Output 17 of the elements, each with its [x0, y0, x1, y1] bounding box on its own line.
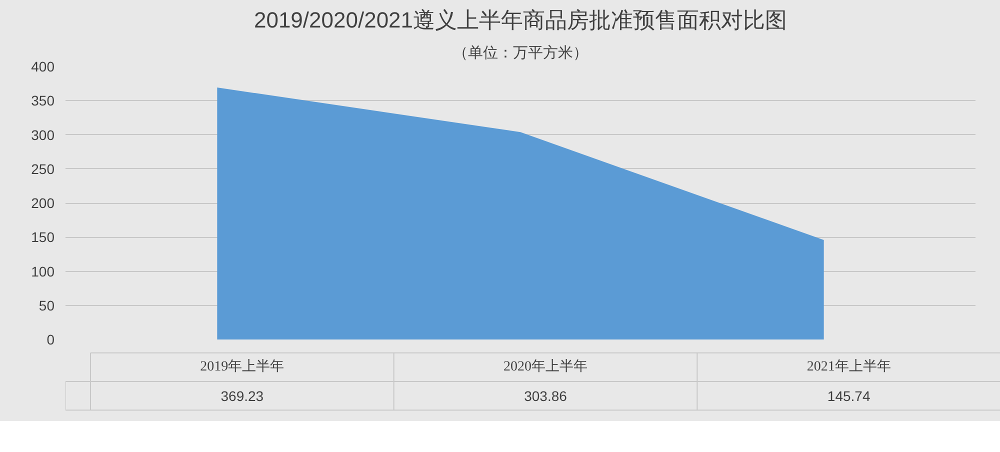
x-tick-label: 2020年上半年 — [504, 358, 588, 375]
x-tick-label: 2019年上半年 — [200, 358, 284, 375]
y-tick-label: 100 — [31, 263, 55, 280]
y-tick-label: 400 — [31, 58, 55, 74]
chart-title: 2019/2020/2021遵义上半年商品房批准预售面积对比图 — [254, 8, 788, 32]
y-tick-label: 350 — [31, 92, 55, 109]
y-tick-label: 150 — [31, 229, 55, 246]
y-tick-label: 0 — [46, 332, 55, 348]
data-label: 369.23 — [220, 388, 264, 404]
x-tick-label: 2021年上半年 — [806, 358, 891, 375]
y-tick-label: 200 — [31, 195, 55, 211]
y-tick-label: 300 — [31, 126, 55, 143]
data-label: 303.86 — [524, 388, 568, 404]
data-label: 145.74 — [827, 388, 870, 404]
chart-subtitle: （单位：万平方米） — [453, 44, 588, 62]
y-tick-label: 250 — [31, 160, 55, 177]
y-tick-label: 50 — [38, 297, 55, 314]
